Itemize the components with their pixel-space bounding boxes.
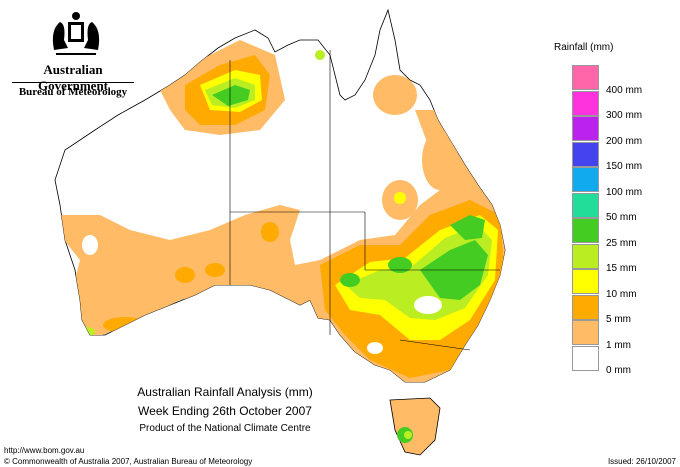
legend-swatch — [572, 192, 599, 218]
footer-copyright: © Commonwealth of Australia 2007, Austra… — [4, 457, 253, 466]
legend-swatch — [572, 269, 599, 294]
legend-swatch — [572, 65, 599, 90]
map-title: Australian Rainfall Analysis (mm) — [137, 385, 313, 399]
legend-swatch — [572, 345, 599, 371]
legend-title: Rainfall (mm) — [554, 42, 614, 53]
legend-label: 25 mm — [606, 237, 637, 249]
legend-label: 50 mm — [606, 212, 637, 223]
legend-swatch — [572, 141, 599, 167]
tasmania — [389, 397, 441, 456]
legend-swatch — [572, 294, 599, 320]
map-period: Week Ending 26th October 2007 — [138, 404, 312, 418]
legend-label: 100 mm — [606, 186, 643, 198]
legend-label: 200 mm — [606, 135, 643, 147]
legend-swatch — [572, 320, 599, 345]
legend-swatch — [572, 218, 599, 243]
rainfall-zones — [55, 40, 505, 382]
legend-swatch — [572, 90, 599, 116]
map-product: Product of the National Climate Centre — [139, 423, 311, 434]
legend-label: 15 mm — [606, 263, 637, 274]
legend-swatch — [572, 243, 599, 269]
footer-issued: Issued: 26/10/2007 — [607, 457, 676, 466]
divider — [12, 82, 134, 83]
legend-swatch — [572, 116, 599, 141]
legend-label: 5 mm — [606, 314, 631, 325]
footer-url: http://www.bom.gov.au — [4, 446, 85, 455]
legend-swatch — [572, 167, 599, 192]
legend-label: 1 mm — [606, 339, 631, 351]
coat-of-arms-icon — [52, 12, 100, 55]
zone-dry — [82, 235, 442, 354]
government-logo: Australian Government Bureau of Meteorol… — [8, 10, 138, 100]
legend-label: 10 mm — [606, 288, 637, 300]
state-borders — [229, 50, 500, 351]
legend-label: 400 mm — [606, 84, 643, 96]
legend-label: 0 mm — [606, 365, 631, 376]
government-name: Australian Government — [37, 62, 109, 93]
bureau-name: Bureau of Meteorology — [18, 86, 128, 98]
legend-label: 150 mm — [606, 161, 643, 172]
legend-label: 300 mm — [606, 110, 643, 121]
